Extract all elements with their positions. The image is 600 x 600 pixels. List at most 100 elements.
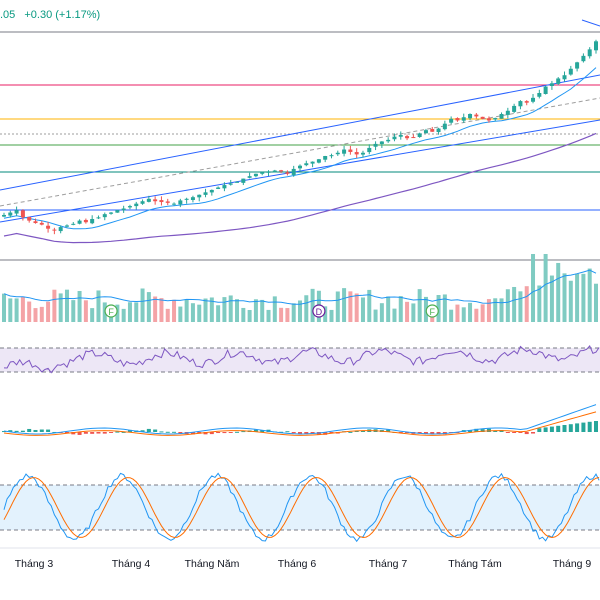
histogram-bar — [121, 431, 126, 433]
time-axis[interactable]: Tháng 3 Tháng 4 Tháng Năm Tháng 6 Tháng … — [0, 547, 600, 570]
candle-body — [512, 105, 517, 112]
oscillator-3-line-k — [3, 472, 600, 543]
candle-body — [392, 136, 397, 140]
volume-bar — [568, 280, 573, 322]
histogram-bar — [178, 432, 183, 434]
candle-body — [417, 133, 422, 137]
candle-body — [190, 197, 195, 201]
volume-bar — [190, 303, 195, 322]
histogram-bar — [253, 429, 258, 432]
volume-bar — [247, 309, 252, 322]
histogram-bar — [140, 430, 145, 432]
event-marker-letter: F — [108, 307, 114, 317]
event-marker-letter: F — [430, 307, 436, 317]
histogram-bar — [279, 431, 284, 433]
candle-body — [436, 128, 441, 133]
candle-body — [90, 219, 95, 224]
volume-bar — [2, 293, 6, 322]
histogram-bar — [39, 429, 44, 432]
candle-body — [430, 129, 435, 132]
histogram-bar — [575, 423, 580, 432]
candle-body — [556, 78, 561, 84]
volume-bar — [184, 299, 189, 322]
candle-body — [568, 68, 573, 75]
candle-body — [266, 171, 271, 173]
volume-bar — [134, 302, 139, 322]
volume-bar — [455, 304, 460, 322]
volume-bar — [285, 308, 290, 322]
candle-body — [398, 135, 403, 137]
volume-bar — [493, 298, 498, 322]
candle-body — [178, 200, 183, 205]
candle-body — [575, 62, 580, 69]
volume-bar — [543, 254, 548, 322]
volume-bar — [71, 300, 76, 322]
x-tick-label: Tháng 7 — [369, 558, 408, 570]
candle-body — [304, 163, 309, 166]
candle-body — [52, 229, 57, 231]
candle-body — [27, 217, 32, 221]
volume-bar — [272, 296, 277, 322]
candle-body — [329, 155, 334, 157]
oscillator-2-line-fast — [3, 404, 597, 435]
candle-body — [323, 156, 328, 160]
candle-body — [531, 97, 536, 102]
volume-bar — [83, 300, 88, 322]
candle-body — [127, 206, 132, 208]
histogram-bar — [298, 432, 302, 434]
candle-body — [468, 114, 473, 119]
volume-bar — [342, 288, 347, 322]
histogram-bar — [423, 432, 428, 434]
price-fragment: .05 — [0, 9, 15, 21]
channel-upper-line — [0, 74, 600, 191]
volume-bar — [512, 286, 517, 322]
candle-body — [405, 136, 410, 139]
volume-bar — [253, 299, 258, 322]
candle-body — [335, 152, 340, 155]
candle-body — [134, 203, 139, 207]
volume-bar — [146, 292, 151, 322]
candle-body — [20, 210, 25, 218]
candle-body — [594, 41, 598, 51]
candle-body — [102, 214, 107, 218]
volume-bar — [405, 301, 410, 322]
price-pane[interactable] — [0, 19, 600, 244]
volume-bar — [417, 289, 422, 322]
candle-body — [272, 170, 277, 173]
volume-bar — [121, 308, 126, 322]
volume-bar — [354, 293, 359, 322]
volume-bar — [373, 309, 378, 322]
volume-bar — [39, 306, 44, 322]
x-tick-label: Tháng 3 — [15, 558, 54, 570]
candle-body — [455, 118, 460, 121]
oscillator-3-pane[interactable] — [0, 472, 600, 543]
volume-bar — [58, 293, 63, 322]
candle-body — [379, 141, 384, 145]
volume-bar — [209, 297, 214, 322]
volume-bar — [291, 303, 296, 322]
histogram-bar — [71, 432, 76, 435]
histogram-bar — [531, 432, 536, 434]
candle-body — [209, 189, 214, 193]
candle-body — [235, 181, 240, 183]
oscillator-2-pane[interactable] — [2, 404, 598, 436]
candle-body — [486, 118, 491, 121]
candle-body — [499, 114, 504, 119]
oscillator-1-pane[interactable] — [0, 344, 600, 374]
histogram-bar — [518, 432, 523, 433]
x-tick-label: Tháng 6 — [278, 558, 317, 570]
volume-bar — [442, 294, 447, 322]
histogram-bar — [190, 432, 195, 435]
histogram-bar — [562, 425, 567, 432]
volume-bar — [178, 306, 183, 322]
volume-bar — [266, 309, 271, 322]
volume-bar — [241, 307, 246, 322]
candle-body — [140, 201, 145, 204]
event-marker-circle — [312, 304, 326, 318]
candle-body — [71, 223, 76, 225]
volume-bar — [260, 299, 265, 322]
candle-body — [153, 199, 158, 202]
candle-body — [83, 219, 88, 223]
